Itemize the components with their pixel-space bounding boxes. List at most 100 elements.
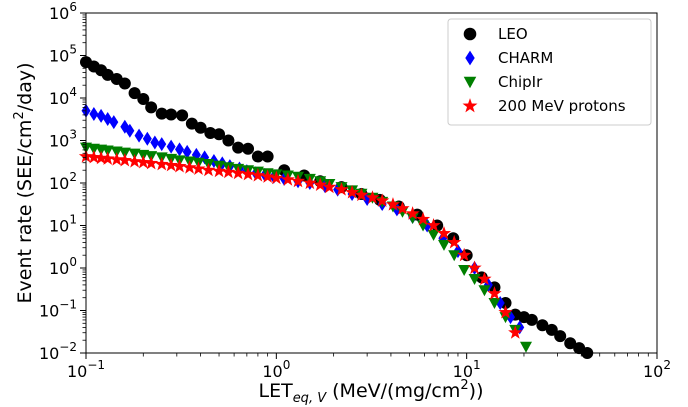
data-point: [260, 169, 275, 183]
data-point: [213, 128, 226, 141]
data-point: [157, 137, 167, 152]
data-point: [145, 101, 158, 114]
data-point: [222, 134, 235, 147]
x-tick-label: 101: [453, 358, 481, 381]
y-tick-label: 106: [49, 0, 77, 23]
data-point: [176, 109, 189, 122]
data-point: [117, 152, 132, 167]
data-point: [242, 142, 255, 155]
x-tick-label: 102: [643, 358, 671, 381]
data-point: [302, 175, 317, 190]
data-point: [385, 197, 401, 211]
data-point: [166, 139, 176, 154]
legend-label-charm: CHARM: [498, 49, 553, 67]
data-point: [165, 108, 178, 121]
legend-markers: [462, 27, 478, 113]
x-tick-label: 10−1: [67, 358, 105, 381]
data-point: [163, 157, 179, 172]
data-point: [290, 173, 306, 188]
data-point: [344, 184, 360, 199]
y-tick-label: 10−1: [39, 298, 77, 321]
y-tick-label: 104: [49, 85, 77, 108]
series-200-mev-protons: [78, 149, 523, 339]
data-point: [545, 323, 558, 336]
legend-label-leo: LEO: [498, 25, 528, 43]
data-point: [334, 182, 349, 196]
data-point: [467, 260, 482, 275]
y-tick-label: 101: [49, 213, 77, 236]
data-point: [508, 325, 523, 339]
legend-marker: [463, 76, 477, 89]
data-point: [175, 142, 185, 157]
data-point: [261, 150, 274, 163]
data-point: [118, 77, 131, 90]
y-tick-label: 100: [49, 255, 77, 278]
data-point: [155, 107, 168, 120]
data-point: [86, 149, 102, 164]
data-point: [232, 141, 245, 154]
data-point: [137, 92, 150, 105]
series-layer: [78, 56, 594, 359]
data-point: [136, 154, 151, 169]
data-point: [395, 201, 410, 215]
x-tick-label: 100: [262, 358, 290, 381]
legend-marker: [463, 27, 477, 41]
data-point: [182, 160, 197, 174]
data-point: [447, 234, 462, 249]
data-point: [405, 206, 420, 220]
data-point: [150, 135, 160, 150]
data-point: [201, 162, 216, 177]
data-point: [100, 151, 115, 165]
data-point: [415, 211, 431, 226]
legend-marker: [465, 50, 475, 66]
data-point: [128, 87, 141, 100]
y-tick-label: 103: [49, 128, 77, 151]
legend-box: [447, 18, 652, 126]
data-point: [231, 165, 246, 180]
data-point: [240, 166, 256, 181]
x-axis-label: LETeq, V (MeV/(mg/cm2)): [258, 378, 483, 406]
data-point: [134, 128, 144, 143]
legend-marker: [462, 98, 478, 113]
y-tick-label: 102: [49, 170, 77, 193]
data-point: [127, 154, 142, 168]
legend-label-protons: 200 MeV protons: [498, 97, 626, 115]
data-point: [96, 108, 106, 123]
data-point: [396, 206, 409, 218]
data-point: [365, 190, 380, 204]
data-point: [110, 146, 123, 158]
data-point: [280, 172, 296, 186]
data-point: [101, 145, 114, 157]
data-point: [426, 218, 441, 232]
data-point: [564, 337, 577, 350]
data-point: [109, 115, 119, 130]
data-point: [211, 163, 227, 178]
data-point: [354, 187, 369, 202]
data-point: [172, 158, 187, 173]
y-tick-label: 10−2: [39, 340, 77, 363]
data-point: [89, 107, 99, 122]
data-point: [269, 170, 284, 185]
data-point: [520, 341, 533, 353]
data-point: [194, 121, 207, 134]
data-point: [101, 68, 114, 81]
legend: LEO CHARM ChipIr 200 MeV protons: [447, 18, 652, 126]
y-axis-label: Event rate (SEE/cm2/day): [12, 63, 36, 304]
data-point: [437, 239, 450, 251]
data-point: [313, 177, 328, 192]
data-point: [375, 193, 390, 207]
data-point: [144, 155, 159, 170]
data-point: [93, 150, 109, 165]
data-point: [554, 330, 567, 343]
legend-label-chipir: ChipIr: [498, 73, 543, 91]
data-point: [477, 271, 492, 286]
data-point: [154, 156, 169, 171]
data-point: [322, 179, 337, 194]
data-point: [487, 286, 502, 300]
data-point: [525, 313, 538, 326]
data-point: [109, 152, 124, 166]
data-point: [536, 319, 549, 332]
data-point: [436, 225, 452, 240]
data-point: [488, 298, 501, 310]
